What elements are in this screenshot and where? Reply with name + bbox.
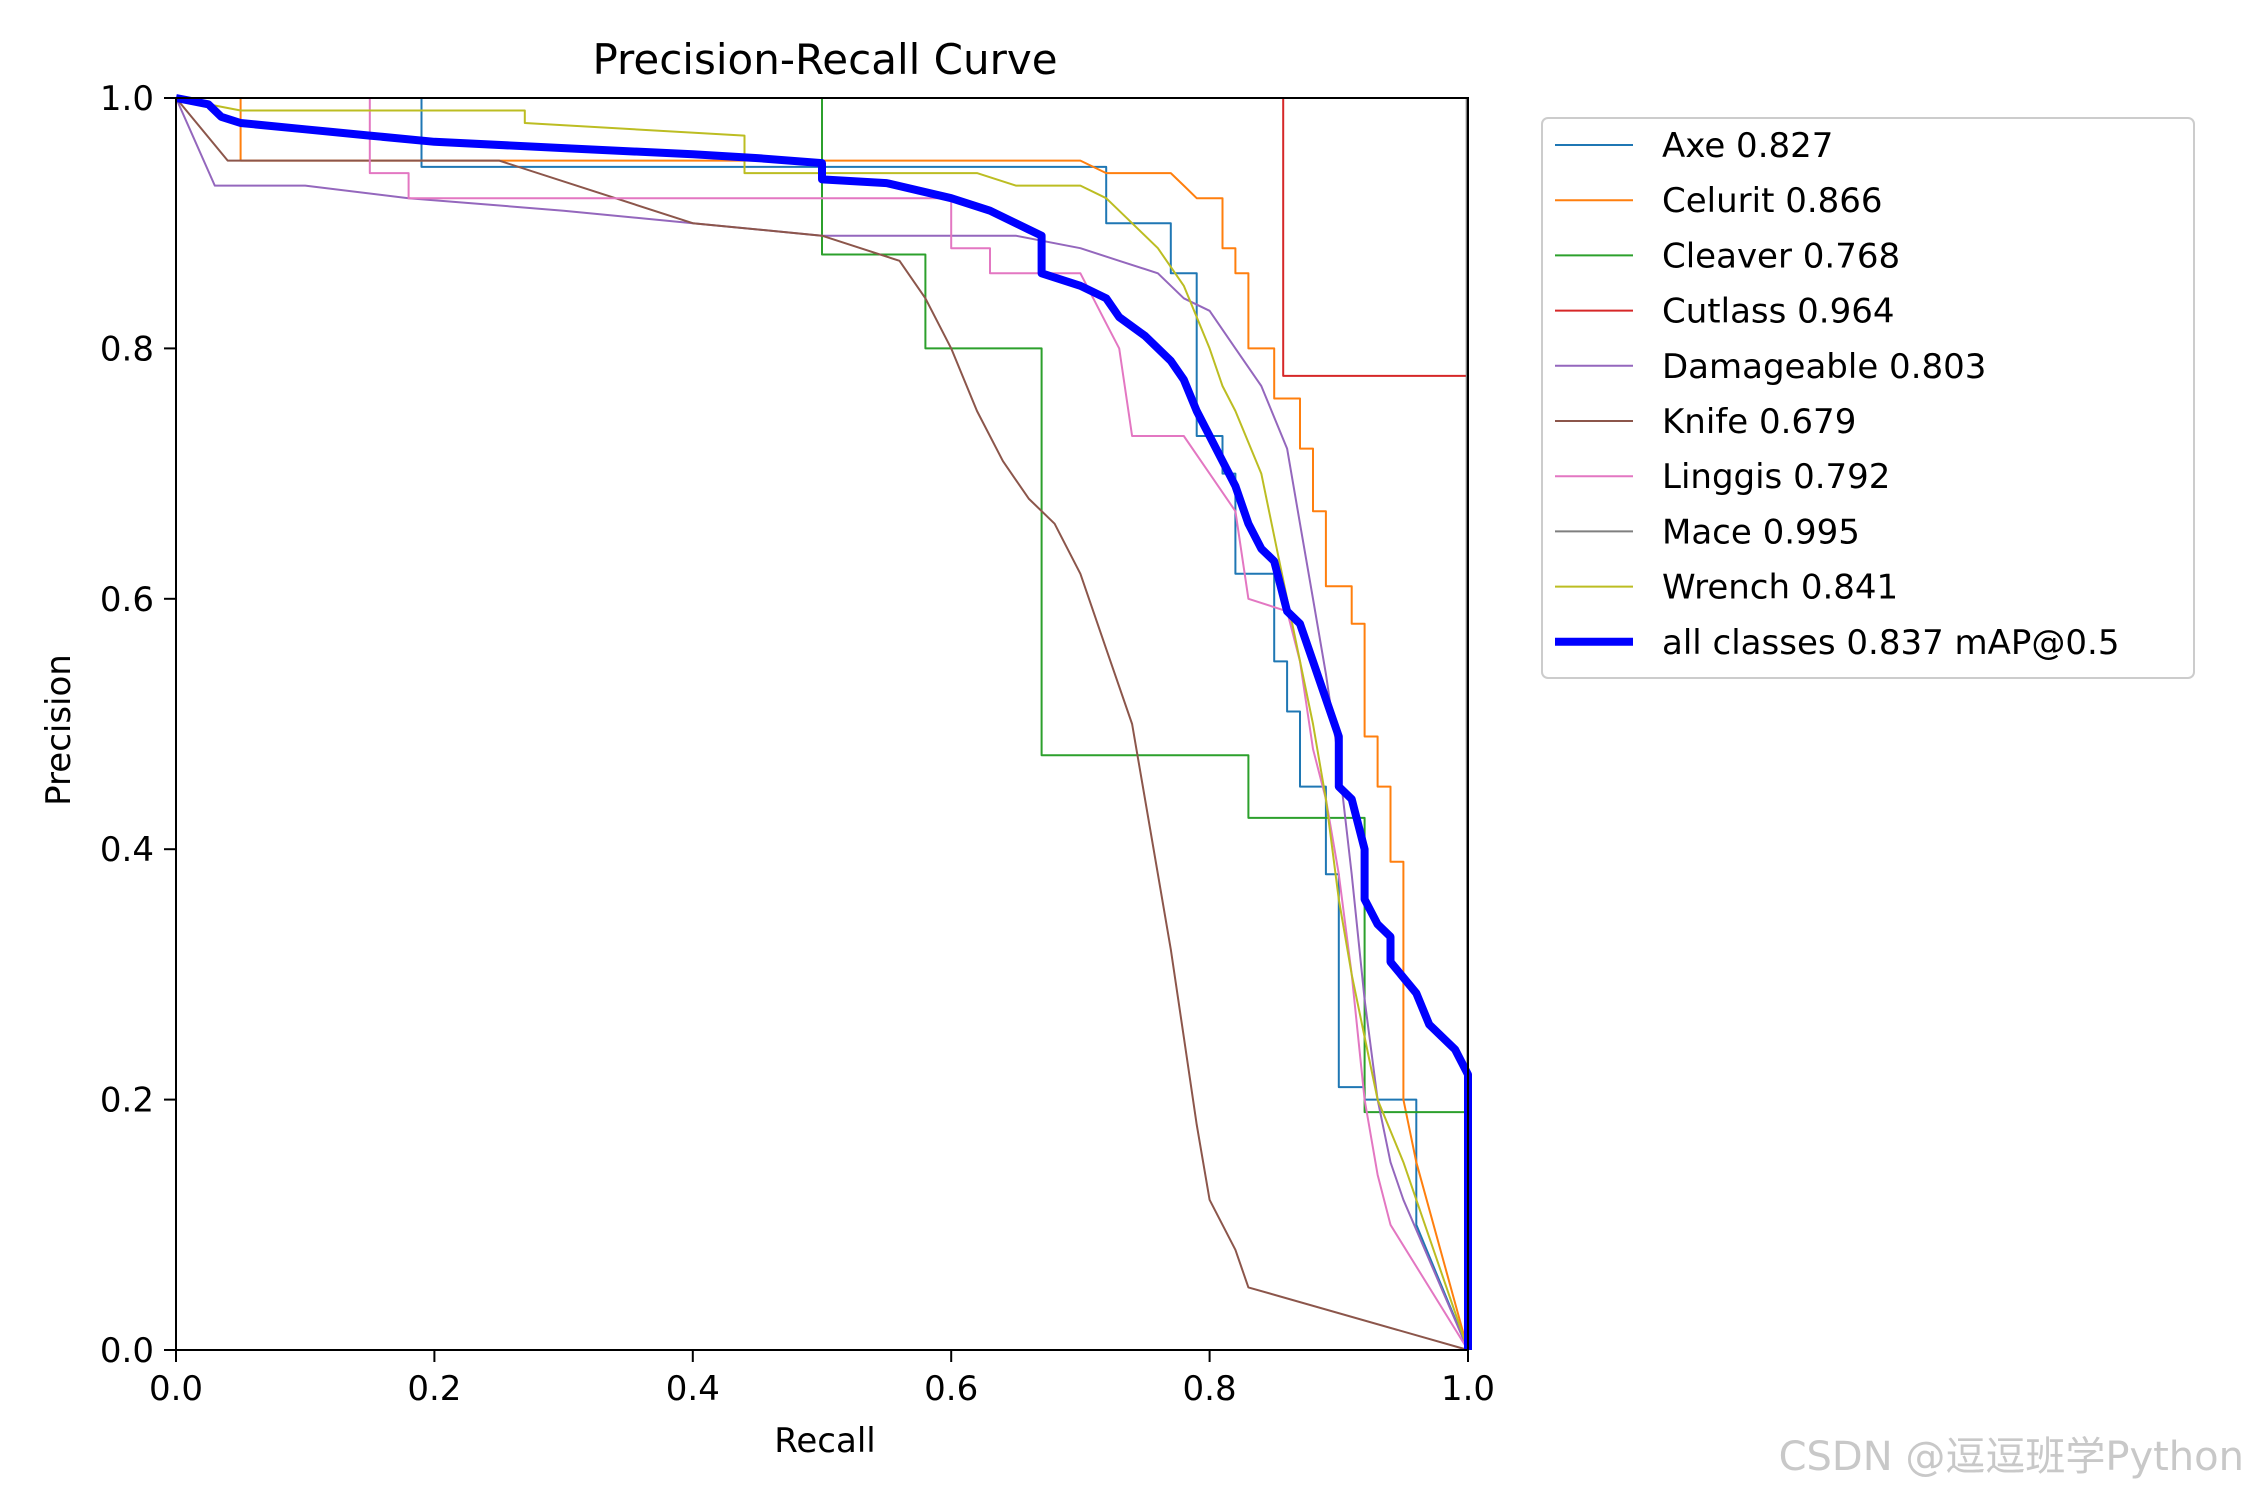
legend-entry: all classes 0.837 mAP@0.5: [1662, 623, 2119, 663]
y-tick-label: 0.0: [100, 1331, 154, 1371]
legend-entry: Mace 0.995: [1662, 512, 1860, 552]
series-line-linggis: [176, 97, 1469, 1351]
legend-entry: Knife 0.679: [1662, 402, 1856, 442]
series-line-celurit: [176, 97, 1469, 1351]
series-line-cutlass: [176, 97, 1469, 1350]
series-line-mace: [176, 97, 1469, 1351]
x-tick-label: 0.8: [1183, 1369, 1237, 1409]
y-tick-label: 0.6: [100, 580, 154, 620]
series-line-knife: [175, 97, 1469, 1351]
legend: Axe 0.827 Celurit 0.866 Cleaver 0.768 Cutla…: [1541, 117, 2195, 679]
watermark: CSDN @逗逗班学Python: [1778, 1434, 2244, 1480]
legend-box: [1541, 117, 2195, 679]
y-tick-label: 0.2: [100, 1081, 154, 1121]
plot-frame: [175, 97, 1469, 1351]
series-line-cleaver: [176, 97, 1469, 1350]
x-tick-label: 0.0: [149, 1369, 203, 1409]
y-axis-ticks: 0.0 0.2 0.4 0.6 0.8 1.0: [100, 79, 176, 1371]
x-axis-ticks: 0.0 0.2 0.4 0.6 0.8 1.0: [149, 1350, 1495, 1409]
y-axis-label: Precision: [39, 654, 79, 806]
y-tick-label: 0.4: [100, 830, 154, 870]
legend-entry: Cutlass 0.964: [1662, 292, 1894, 332]
series-line-all: [175, 94, 1472, 1350]
y-tick-label: 1.0: [100, 79, 154, 119]
x-tick-label: 1.0: [1441, 1369, 1495, 1409]
x-axis-label: Recall: [774, 1421, 875, 1461]
legend-entry: Celurit 0.866: [1662, 181, 1883, 221]
legend-entry: Axe 0.827: [1662, 126, 1833, 166]
series-line-damageable: [175, 97, 1469, 1351]
series-line-wrench: [175, 97, 1469, 1351]
x-tick-label: 0.4: [666, 1369, 720, 1409]
y-tick-label: 0.8: [100, 329, 154, 369]
series-line-axe: [176, 97, 1469, 1351]
legend-entry: Damageable 0.803: [1662, 347, 1986, 387]
legend-entry: Linggis 0.792: [1662, 457, 1890, 497]
legend-entry: Cleaver 0.768: [1662, 236, 1900, 276]
legend-entry: Wrench 0.841: [1662, 568, 1898, 608]
x-tick-label: 0.2: [407, 1369, 461, 1409]
x-tick-label: 0.6: [924, 1369, 978, 1409]
series-layer: [175, 94, 1472, 1351]
chart-title: Precision-Recall Curve: [592, 35, 1057, 84]
